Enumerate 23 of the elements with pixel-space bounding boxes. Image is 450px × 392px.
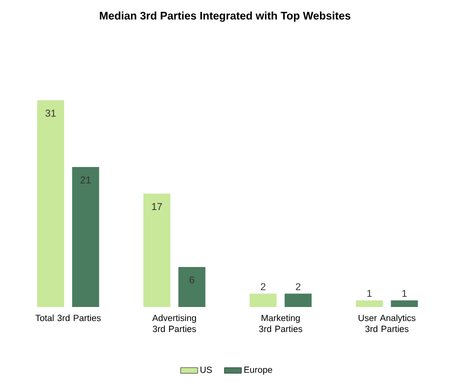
data-label: 2 [260, 283, 266, 290]
data-label: 21 [80, 176, 91, 184]
data-label: 6 [190, 276, 194, 284]
x-tick-label: User Analytics 3rd Parties [358, 314, 416, 332]
data-label: 1 [367, 290, 372, 297]
bar [356, 300, 383, 307]
bar [72, 166, 100, 307]
legend-label: Europe [244, 366, 272, 375]
data-label: 17 [152, 203, 162, 210]
bar [178, 266, 206, 307]
bar [284, 294, 312, 307]
chart-title: Median 3rd Parties Integrated with Top Websites [100, 12, 350, 22]
data-label: 1 [402, 290, 407, 297]
data-label: 2 [296, 283, 300, 290]
x-tick-label: Total 3rd Parties [35, 314, 101, 322]
legend-label: US [200, 366, 212, 373]
bar [37, 100, 64, 307]
x-tick-label: Marketing 3rd Parties [259, 314, 302, 332]
x-tick-label: Advertising 3rd Parties [152, 314, 196, 332]
data-label: 31 [45, 110, 56, 117]
bar [143, 194, 170, 307]
bar [250, 294, 277, 307]
bar [390, 300, 418, 307]
